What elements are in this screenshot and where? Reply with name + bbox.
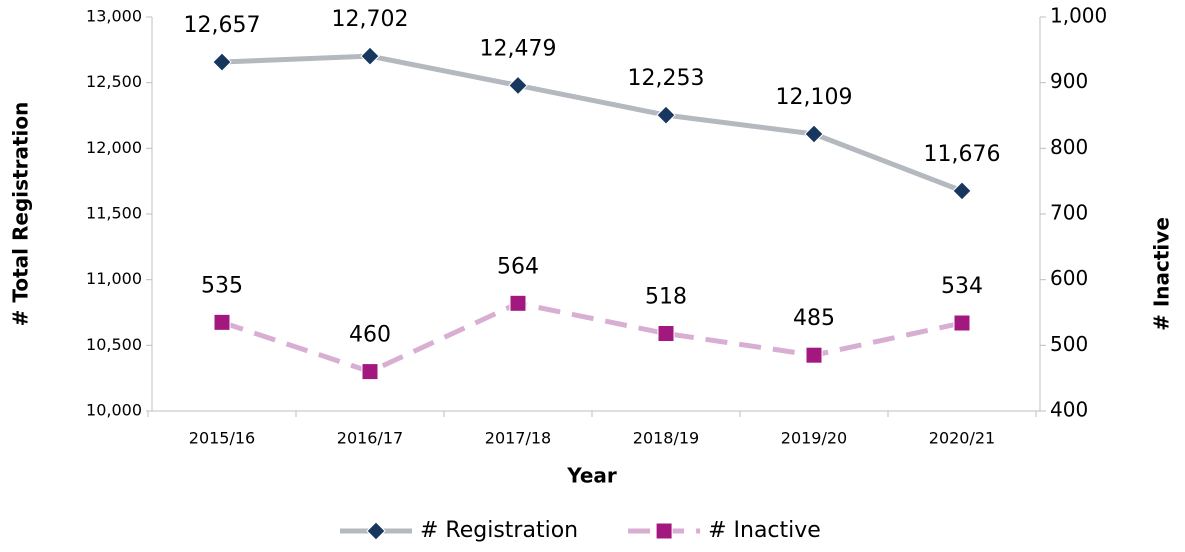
data-point bbox=[804, 124, 824, 144]
legend-label: # Inactive bbox=[708, 518, 821, 543]
data-point bbox=[212, 52, 232, 72]
data-point bbox=[361, 363, 379, 381]
y-tick-label: 11,000 bbox=[86, 269, 142, 288]
data-label: 11,676 bbox=[924, 142, 1001, 167]
data-point bbox=[952, 181, 972, 201]
y-tick-label: 13,000 bbox=[86, 7, 142, 26]
y2-tick-label: 500 bbox=[1050, 332, 1088, 356]
y2-tick-label: 400 bbox=[1050, 398, 1088, 422]
x-tick-label: 2020/21 bbox=[929, 429, 995, 448]
data-label: 12,479 bbox=[480, 36, 557, 61]
data-label: 12,702 bbox=[332, 7, 409, 32]
data-label: 485 bbox=[793, 306, 835, 331]
y2-tick-label: 700 bbox=[1050, 201, 1088, 225]
y-tick-label: 11,500 bbox=[86, 204, 142, 223]
legend-marker bbox=[655, 522, 673, 540]
data-point bbox=[657, 325, 675, 343]
data-point bbox=[360, 46, 380, 66]
data-label: 460 bbox=[349, 323, 391, 348]
y-tick-label: 10,500 bbox=[86, 335, 142, 354]
x-tick-label: 2019/20 bbox=[781, 429, 847, 448]
y2-tick-label: 600 bbox=[1050, 266, 1088, 290]
data-point bbox=[953, 314, 971, 332]
legend-label: # Registration bbox=[420, 518, 578, 543]
x-tick-label: 2018/19 bbox=[633, 429, 699, 448]
data-label: 534 bbox=[941, 274, 983, 299]
series-line bbox=[221, 53, 963, 194]
x-axis-title: Year bbox=[566, 464, 617, 488]
data-label: 518 bbox=[645, 285, 687, 310]
data-label: 564 bbox=[497, 254, 539, 279]
x-tick-label: 2016/17 bbox=[337, 429, 403, 448]
y-tick-label: 12,500 bbox=[86, 72, 142, 91]
y-tick-label: 10,000 bbox=[86, 401, 142, 420]
series-line bbox=[221, 300, 963, 375]
data-label: 12,109 bbox=[776, 85, 853, 110]
legend-marker bbox=[366, 521, 386, 541]
y-axis-title: # Total Registration bbox=[9, 102, 33, 327]
data-label: 535 bbox=[201, 273, 243, 298]
y2-axis-title: # Inactive bbox=[1150, 217, 1174, 331]
x-tick-label: 2017/18 bbox=[485, 429, 551, 448]
data-point bbox=[508, 75, 528, 96]
data-label: 12,657 bbox=[184, 13, 261, 38]
y2-tick-label: 900 bbox=[1050, 69, 1088, 93]
data-label: 12,253 bbox=[628, 66, 705, 91]
data-point bbox=[805, 346, 823, 364]
y2-tick-label: 1,000 bbox=[1050, 4, 1107, 28]
y2-tick-label: 800 bbox=[1050, 135, 1088, 159]
data-point bbox=[213, 313, 231, 331]
data-point bbox=[656, 105, 676, 125]
data-point bbox=[509, 294, 527, 312]
y-tick-label: 12,000 bbox=[86, 138, 142, 157]
x-tick-label: 2015/16 bbox=[189, 429, 255, 448]
